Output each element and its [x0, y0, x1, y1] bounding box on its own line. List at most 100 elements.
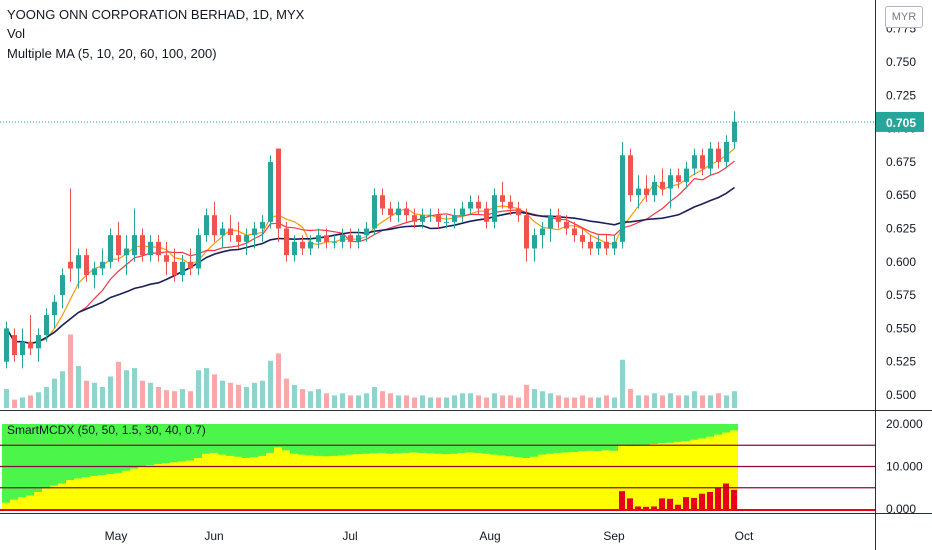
candle-body — [92, 268, 97, 276]
candle-body — [484, 208, 489, 222]
volume-bar — [508, 395, 513, 408]
indicator-yellow-bar — [690, 439, 698, 509]
volume-bar — [4, 389, 9, 408]
volume-bar — [724, 395, 729, 408]
volume-bar — [220, 380, 225, 408]
volume-bar — [628, 389, 633, 408]
currency-button[interactable]: MYR — [885, 6, 923, 28]
candle-body — [564, 221, 569, 229]
indicator-yellow-bar — [434, 453, 442, 509]
indicator-yellow-bar — [506, 456, 514, 509]
volume-bar — [428, 397, 433, 408]
volume-bar — [228, 382, 233, 408]
indicator-red-bar — [635, 506, 641, 509]
volume-bar — [708, 395, 713, 408]
indicator-tick-label: 10.000 — [886, 460, 923, 474]
time-tick-label: Sep — [603, 529, 625, 543]
indicator-yellow-bar — [394, 453, 402, 509]
candle-body — [252, 228, 257, 236]
volume-bar — [412, 397, 417, 408]
volume-bar — [684, 395, 689, 408]
indicator-yellow-bar — [282, 450, 290, 509]
indicator-yellow-bar — [186, 460, 194, 509]
candle-body — [164, 255, 169, 262]
volume-bar — [436, 397, 441, 408]
indicator-legend[interactable]: SmartMCDX (50, 50, 1.5, 30, 40, 0.7) — [7, 423, 206, 437]
volume-bar — [644, 395, 649, 408]
indicator-yellow-bar — [410, 452, 418, 509]
indicator-yellow-bar — [450, 453, 458, 509]
candle-body — [268, 161, 273, 222]
candle-body — [652, 181, 657, 196]
indicator-red-bar — [619, 491, 625, 509]
candle-body — [196, 235, 201, 269]
volume-bar — [540, 391, 545, 408]
volume-bar — [348, 395, 353, 408]
volume-bar — [60, 371, 65, 408]
indicator-red-bar — [659, 498, 665, 509]
candle-body — [644, 188, 649, 196]
candle-body — [468, 201, 473, 209]
volume-legend[interactable]: Vol — [7, 26, 26, 41]
candle-body — [300, 241, 305, 249]
candle-body — [596, 241, 601, 249]
candle-body — [572, 228, 577, 236]
volume-bar — [588, 397, 593, 408]
volume-bar — [68, 334, 73, 408]
indicator-yellow-bar — [322, 456, 330, 509]
indicator-yellow-bar — [170, 462, 178, 509]
candle-body — [436, 215, 441, 222]
volume-bar — [580, 395, 585, 408]
volume-bar — [316, 389, 321, 408]
indicator-yellow-bar — [234, 456, 242, 509]
indicator-yellow-bar — [562, 452, 570, 509]
volume-bar — [716, 393, 721, 408]
volume-bar — [524, 384, 529, 408]
indicator-yellow-bar — [250, 457, 258, 509]
indicator-yellow-bar — [538, 454, 546, 509]
indicator-red-bar — [627, 498, 633, 509]
indicator-yellow-bar — [682, 441, 690, 509]
indicator-yellow-bar — [114, 472, 122, 509]
volume-bar — [252, 382, 257, 408]
candle-body — [172, 261, 177, 276]
indicator-yellow-bar — [642, 444, 650, 509]
volume-bar — [372, 387, 377, 408]
volume-bar — [324, 393, 329, 408]
candle-body — [204, 215, 209, 236]
indicator-yellow-bar — [178, 461, 186, 509]
candle-body — [532, 235, 537, 249]
volume-bar — [212, 374, 217, 408]
volume-bar — [172, 391, 177, 408]
indicator-red-bar — [731, 489, 737, 509]
price-tick-label: 0.725 — [886, 88, 916, 102]
candle-body — [676, 175, 681, 182]
chart-title: YOONG ONN CORPORATION BERHAD, 1D, MYX — [7, 7, 305, 22]
candle-body — [148, 241, 153, 256]
indicator-yellow-bar — [466, 452, 474, 509]
ma-line-10 — [5, 160, 735, 345]
candle-body — [508, 201, 513, 209]
candle-body — [12, 335, 17, 356]
candle-body — [36, 335, 41, 349]
candle-body — [556, 215, 561, 222]
volume-bar — [308, 391, 313, 408]
indicator-yellow-bar — [698, 438, 706, 509]
indicator-yellow-bar — [26, 495, 34, 509]
volume-bar — [668, 393, 673, 408]
candle-body — [540, 228, 545, 236]
candle-body — [388, 208, 393, 216]
indicator-yellow-bar — [674, 441, 682, 509]
candle-body — [132, 235, 137, 256]
candle-body — [628, 155, 633, 196]
candle-body — [684, 168, 689, 182]
candle-body — [4, 328, 9, 362]
candle-body — [548, 215, 553, 229]
volume-bar — [132, 368, 137, 408]
candle-body — [372, 195, 377, 229]
indicator-yellow-bar — [50, 485, 58, 509]
indicator-yellow-bar — [370, 453, 378, 509]
volume-bar — [420, 395, 425, 408]
moving-average-legend[interactable]: Multiple MA (5, 10, 20, 60, 100, 200) — [7, 46, 217, 61]
